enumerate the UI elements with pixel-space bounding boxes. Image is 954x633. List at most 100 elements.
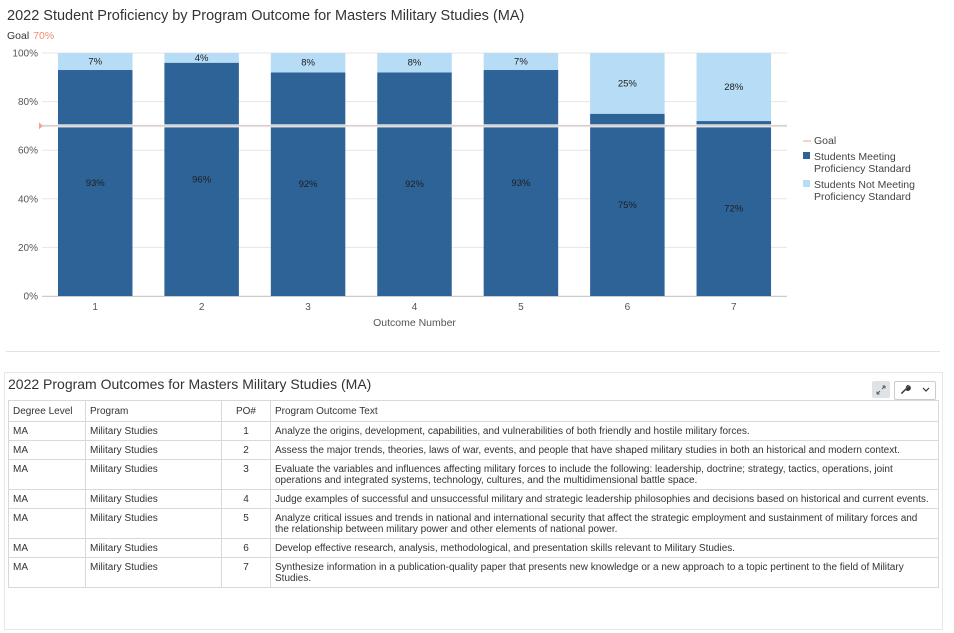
y-tick-label: 0% — [24, 292, 39, 303]
data-label-meeting: 93% — [511, 178, 531, 189]
bar-not-meeting — [696, 53, 772, 122]
cell-po: 3 — [221, 459, 271, 490]
x-tick-label: 1 — [92, 302, 98, 313]
legend-swatch — [803, 180, 810, 187]
outcomes-table: Degree Level Program PO# Program Outcome… — [8, 400, 939, 588]
cell-program: Military Studies — [85, 538, 222, 558]
bar-not-meeting — [164, 53, 239, 63]
y-tick-label: 40% — [18, 194, 38, 205]
data-label-not-meeting: 28% — [724, 82, 744, 93]
x-tick-label: 3 — [305, 302, 311, 313]
x-tick-label: 6 — [625, 302, 631, 313]
legend-swatch — [803, 152, 810, 159]
goal-value: 70% — [33, 30, 55, 42]
y-tick-label: 20% — [18, 243, 38, 254]
cell-po: 4 — [221, 489, 271, 509]
cell-degree: MA — [8, 459, 86, 490]
cell-degree: MA — [8, 440, 86, 460]
cell-outcome: Assess the major trends, theories, laws … — [270, 440, 939, 460]
bar-not-meeting — [483, 53, 559, 71]
y-tick-label: 60% — [18, 146, 38, 157]
header-degree-level: Degree Level — [8, 400, 86, 422]
bar-meeting — [590, 113, 665, 296]
table-tools — [872, 381, 936, 400]
cell-po: 2 — [221, 440, 271, 460]
chart-title: 2022 Student Proficiency by Program Outc… — [7, 8, 525, 24]
table-header-row: Degree Level Program PO# Program Outcome… — [8, 400, 939, 422]
bar-meeting — [696, 121, 772, 296]
data-label-meeting: 93% — [86, 178, 106, 189]
legend-label: Students Not Meeting — [814, 179, 915, 191]
cell-outcome: Analyze the origins, development, capabi… — [270, 421, 939, 441]
x-tick-label: 4 — [412, 302, 418, 313]
data-label-not-meeting: 8% — [408, 58, 422, 69]
bar-meeting — [270, 72, 346, 296]
cell-po: 7 — [221, 557, 271, 588]
cell-degree: MA — [8, 508, 86, 539]
data-label-meeting: 92% — [299, 179, 319, 190]
bar-meeting — [377, 72, 452, 296]
x-axis-label: Outcome Number — [373, 317, 456, 329]
cell-degree: MA — [8, 489, 86, 509]
expand-icon[interactable] — [872, 381, 890, 398]
table-title: 2022 Program Outcomes for Masters Milita… — [8, 376, 372, 392]
y-tick-label: 80% — [18, 97, 38, 108]
data-label-not-meeting: 7% — [88, 57, 102, 68]
cell-outcome: Judge examples of successful and unsucce… — [270, 489, 939, 509]
cell-program: Military Studies — [85, 489, 222, 509]
cell-po: 5 — [221, 508, 271, 539]
data-label-not-meeting: 7% — [514, 57, 528, 68]
bar-meeting — [57, 70, 133, 296]
cell-degree: MA — [8, 538, 86, 558]
x-tick-label: 5 — [518, 302, 524, 313]
cell-outcome: Develop effective research, analysis, me… — [270, 538, 939, 558]
cell-program: Military Studies — [85, 421, 222, 441]
header-program: Program — [85, 400, 222, 422]
legend-label: Students Meeting — [814, 151, 896, 163]
goal-label-text: Goal — [7, 30, 30, 42]
cell-program: Military Studies — [85, 440, 222, 460]
chart-area: 0% 20% 40% 60% 80% 100% 93% 7% 1 96% 4% 2 92% 8% 3 92% 8… — [12, 49, 915, 330]
cell-outcome: Evaluate the variables and influences af… — [270, 459, 939, 490]
legend-label: Proficiency Standard — [814, 191, 911, 203]
cell-program: Military Studies — [85, 459, 222, 490]
table-row: MA Military Studies 4 Judge examples of suc… — [8, 489, 939, 509]
cell-outcome: Synthesize information in a publication-… — [270, 557, 939, 588]
table-row: MA Military Studies 6 Develop effective res… — [8, 538, 939, 558]
table-row: MA Military Studies 2 Assess the major tren… — [8, 440, 939, 460]
header-po-number: PO# — [221, 400, 271, 422]
bar-not-meeting — [270, 53, 346, 73]
data-label-meeting: 75% — [618, 200, 638, 211]
goal-marker — [39, 122, 43, 130]
table-row: MA Military Studies 7 Synthesize informatio… — [8, 557, 939, 588]
table-row: MA Military Studies 3 Evaluate the variable… — [8, 459, 939, 490]
goal-label: Goal 70% — [7, 30, 54, 42]
bar-meeting — [483, 70, 559, 296]
data-label-not-meeting: 8% — [301, 58, 315, 69]
cell-po: 1 — [221, 421, 271, 441]
cell-outcome: Analyze critical issues and trends in na… — [270, 508, 939, 539]
table-row: MA Military Studies 5 Analyze critical issu… — [8, 508, 939, 539]
data-label-not-meeting: 4% — [195, 53, 209, 64]
cell-program: Military Studies — [85, 557, 222, 588]
wrench-icon — [900, 384, 912, 398]
legend-label: Proficiency Standard — [814, 163, 911, 175]
y-tick-label: 100% — [12, 49, 38, 60]
chevron-down-icon — [922, 385, 930, 396]
bar-not-meeting — [377, 53, 452, 73]
x-tick-label: 7 — [731, 302, 737, 313]
cell-program: Military Studies — [85, 508, 222, 539]
cell-po: 6 — [221, 538, 271, 558]
divider — [6, 351, 940, 352]
cell-degree: MA — [8, 421, 86, 441]
bar-meeting — [164, 62, 239, 296]
legend-label: Goal — [814, 135, 836, 147]
bar-not-meeting — [57, 53, 133, 71]
settings-dropdown[interactable] — [894, 381, 936, 400]
header-outcome-text: Program Outcome Text — [270, 400, 939, 422]
cell-degree: MA — [8, 557, 86, 588]
data-label-meeting: 72% — [724, 204, 744, 215]
bar-not-meeting — [590, 53, 665, 114]
data-label-not-meeting: 25% — [618, 78, 638, 89]
table-row: MA Military Studies 1 Analyze the origins, … — [8, 421, 939, 441]
